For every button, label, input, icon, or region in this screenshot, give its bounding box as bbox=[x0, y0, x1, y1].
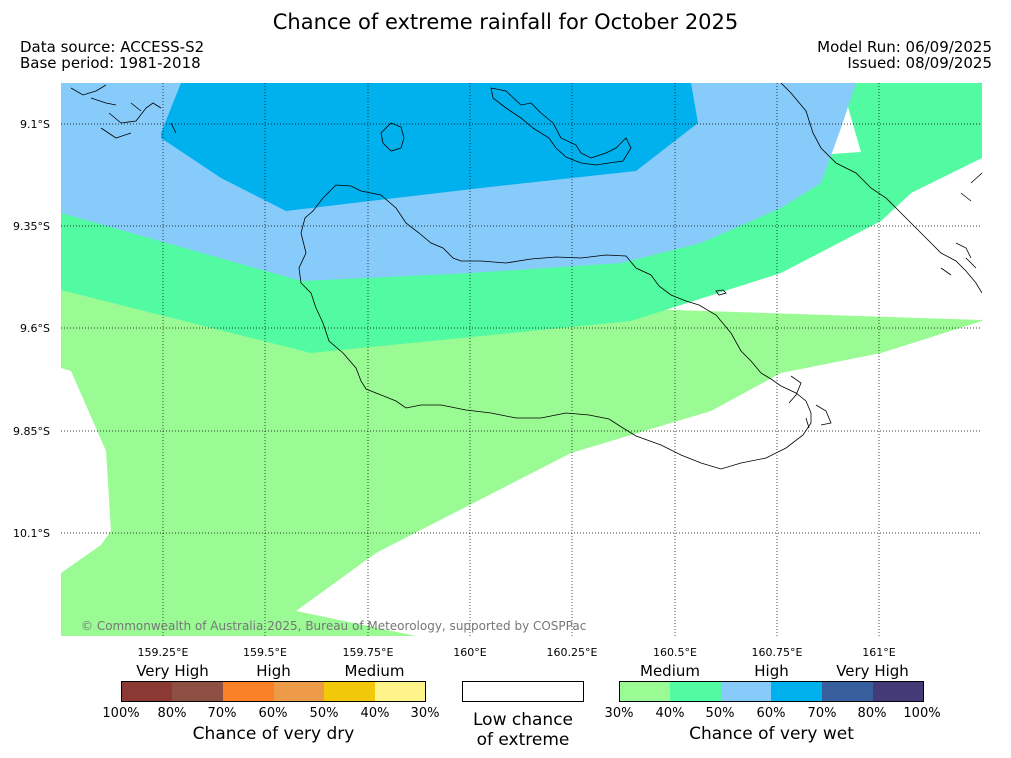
dry-tick: 60% bbox=[258, 706, 288, 721]
lon-label: 159.75°E bbox=[342, 646, 394, 659]
model-run: Model Run: 06/09/2025 bbox=[817, 38, 992, 56]
dry-colorbar-title: Chance of very dry bbox=[192, 724, 355, 744]
dry-tick: 40% bbox=[360, 706, 390, 721]
dry-tick: 100% bbox=[102, 706, 140, 721]
russell-islands bbox=[70, 84, 177, 139]
copyright-notice: © Commonwealth of Australia 2025, Bureau… bbox=[81, 619, 586, 633]
dry-color-cell bbox=[324, 681, 375, 702]
lon-label: 159.25°E bbox=[137, 646, 189, 659]
dry-category-very-high: Very High bbox=[136, 662, 209, 680]
zone-low-chance bbox=[61, 368, 111, 636]
wet-tick: 40% bbox=[655, 706, 685, 721]
wet-category-medium: Medium bbox=[640, 662, 700, 680]
dry-tick: 50% bbox=[309, 706, 339, 721]
wet-tick: 70% bbox=[807, 706, 837, 721]
lat-label: 9.85°S bbox=[13, 425, 50, 438]
wet-category-high: High bbox=[754, 662, 789, 680]
lon-label: 160.75°E bbox=[751, 646, 803, 659]
low-chance-label: Low chance of extreme bbox=[440, 710, 606, 750]
dry-tick: 70% bbox=[207, 706, 237, 721]
wet-tick: 60% bbox=[756, 706, 786, 721]
issued-date: Issued: 08/09/2025 bbox=[847, 54, 992, 72]
coastline bbox=[70, 83, 982, 470]
dry-tick: 80% bbox=[157, 706, 187, 721]
lon-label: 160.25°E bbox=[546, 646, 598, 659]
low-chance-line2: of extreme bbox=[476, 730, 570, 750]
marau-islets bbox=[788, 375, 832, 429]
lat-label: 9.1°S bbox=[20, 118, 50, 131]
wet-colorbar-title: Chance of very wet bbox=[689, 724, 854, 744]
wet-tick: 50% bbox=[705, 706, 735, 721]
wet-tick: 30% bbox=[604, 706, 634, 721]
lon-label: 161°E bbox=[862, 646, 896, 659]
small-islet bbox=[715, 289, 727, 296]
zone-40-50-ne bbox=[841, 83, 982, 221]
map-title: Chance of extreme rainfall for October 2… bbox=[272, 10, 739, 34]
wet-color-cell bbox=[822, 681, 873, 702]
dry-category-high: High bbox=[256, 662, 291, 680]
wet-color-cell bbox=[670, 681, 721, 702]
dry-category-medium: Medium bbox=[344, 662, 405, 680]
lon-label: 160.5°E bbox=[653, 646, 697, 659]
lat-label: 10.1°S bbox=[13, 527, 50, 540]
meta-left: Data source: ACCESS-S2 Base period: 1981… bbox=[20, 39, 204, 71]
lat-label: 9.35°S bbox=[13, 220, 50, 233]
wet-color-cell bbox=[873, 681, 924, 702]
malaita-islets bbox=[940, 172, 982, 276]
dry-color-cell bbox=[121, 681, 172, 702]
wet-color-cell bbox=[619, 681, 670, 702]
malaita-coast bbox=[780, 83, 982, 294]
dry-tick: 30% bbox=[410, 706, 440, 721]
rainfall-map[interactable]: © Commonwealth of Australia 2025, Bureau… bbox=[61, 83, 982, 636]
base-period: Base period: 1981-2018 bbox=[20, 54, 201, 72]
low-chance-swatch bbox=[462, 681, 584, 702]
low-chance-line1: Low chance bbox=[473, 710, 573, 730]
savo-island bbox=[380, 122, 405, 152]
meta-right: Model Run: 06/09/2025 Issued: 08/09/2025 bbox=[817, 39, 992, 71]
wet-color-cell bbox=[771, 681, 822, 702]
guadalcanal-coast bbox=[298, 184, 812, 470]
wet-color-cell bbox=[721, 681, 771, 702]
data-source: Data source: ACCESS-S2 bbox=[20, 38, 205, 56]
zone-60-70 bbox=[161, 83, 698, 211]
lon-label: 160°E bbox=[453, 646, 487, 659]
zone-low-chance-south bbox=[296, 321, 982, 636]
wet-tick: 80% bbox=[857, 706, 887, 721]
nggela-islands bbox=[490, 87, 632, 166]
graticule bbox=[61, 83, 982, 636]
dry-color-cell bbox=[274, 681, 324, 702]
dry-color-cell bbox=[223, 681, 274, 702]
dry-color-cell bbox=[375, 681, 426, 702]
lat-label: 9.6°S bbox=[20, 322, 50, 335]
wet-category-very-high: Very High bbox=[836, 662, 909, 680]
lon-label: 159.5°E bbox=[243, 646, 287, 659]
wet-tick: 100% bbox=[903, 706, 941, 721]
dry-color-cell bbox=[172, 681, 223, 702]
